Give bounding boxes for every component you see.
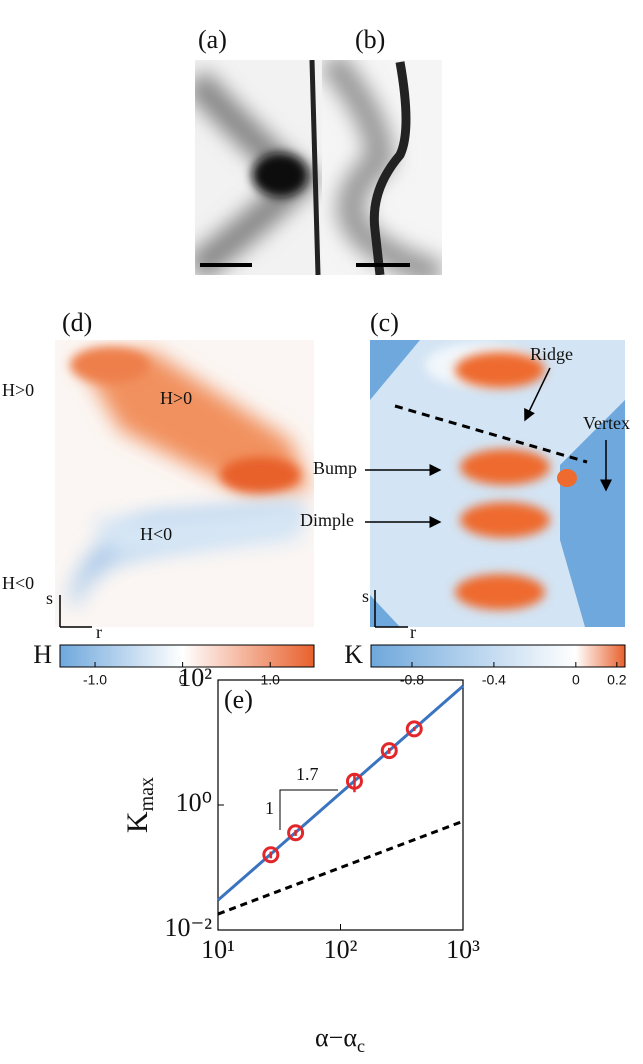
photo-a	[195, 60, 322, 275]
data-point	[405, 720, 423, 738]
colorbar-tick-label: 1.0	[260, 672, 280, 688]
axes-arrows	[59, 595, 92, 628]
colorbar-tick-label: 0	[179, 672, 187, 688]
axes-arrows	[374, 590, 408, 628]
arrow	[524, 367, 551, 422]
panel-label: (c)	[370, 308, 399, 337]
panel-label: (b)	[355, 25, 385, 54]
axis-label: s	[362, 586, 369, 606]
photo-b	[322, 60, 442, 275]
data-point	[287, 824, 305, 842]
x-tick-label: 10²	[324, 935, 358, 964]
colorbar	[59, 644, 315, 668]
y-tick-label: 10⁰	[176, 788, 212, 817]
x-label-main: α−α	[315, 1023, 357, 1052]
annotation: Bump	[313, 458, 357, 478]
x-label-sub: c	[357, 1036, 365, 1056]
colorbar	[370, 644, 626, 668]
colorbar-tick-label: -1.0	[83, 672, 107, 688]
fit-line	[217, 684, 464, 902]
y-tick-label: 10²	[178, 663, 212, 692]
annotation: Dimple	[300, 510, 354, 530]
y-tick-label: 10⁻²	[164, 913, 212, 942]
annotation: Ridge	[530, 344, 573, 364]
panel-label: (e)	[224, 685, 253, 714]
annotation: H>0	[2, 380, 34, 400]
data-point	[262, 846, 280, 864]
x-axis-label: α−αc	[315, 1023, 365, 1056]
colorbar-tick-label: -0.8	[400, 672, 424, 688]
panel-label: (a)	[198, 25, 227, 54]
y-label-sub: max	[136, 777, 158, 811]
colorbar-label: K	[344, 640, 363, 669]
slope-label: 1.7	[296, 764, 319, 784]
annotation: Vertex	[583, 413, 630, 433]
annotation: H>0	[160, 388, 192, 408]
colorbar-tick-label: 0	[572, 672, 580, 688]
data-point	[345, 772, 363, 790]
ridge-line	[394, 404, 588, 464]
data-point	[380, 742, 398, 760]
y-label-main: K	[121, 811, 154, 833]
x-tick-label: 10¹	[201, 935, 235, 964]
annotation: H<0	[140, 524, 172, 544]
colorbar-tick-label: 0.2	[607, 672, 627, 688]
heatmap-k	[370, 340, 625, 627]
panel-label: (d)	[62, 308, 92, 337]
x-tick-label: 10³	[446, 935, 480, 964]
colorbar-tick-label: -0.4	[482, 672, 506, 688]
heatmap-h	[55, 340, 314, 627]
slope-label: 1	[265, 798, 274, 818]
axis-label: s	[46, 588, 53, 608]
slope-triangle	[279, 789, 338, 830]
colorbar-label: H	[33, 640, 52, 669]
axis-label: r	[96, 622, 102, 642]
y-axis-label: Kmax	[121, 777, 158, 833]
axis-label: r	[410, 622, 416, 642]
annotation: H<0	[2, 573, 34, 593]
reference-line	[217, 819, 464, 916]
